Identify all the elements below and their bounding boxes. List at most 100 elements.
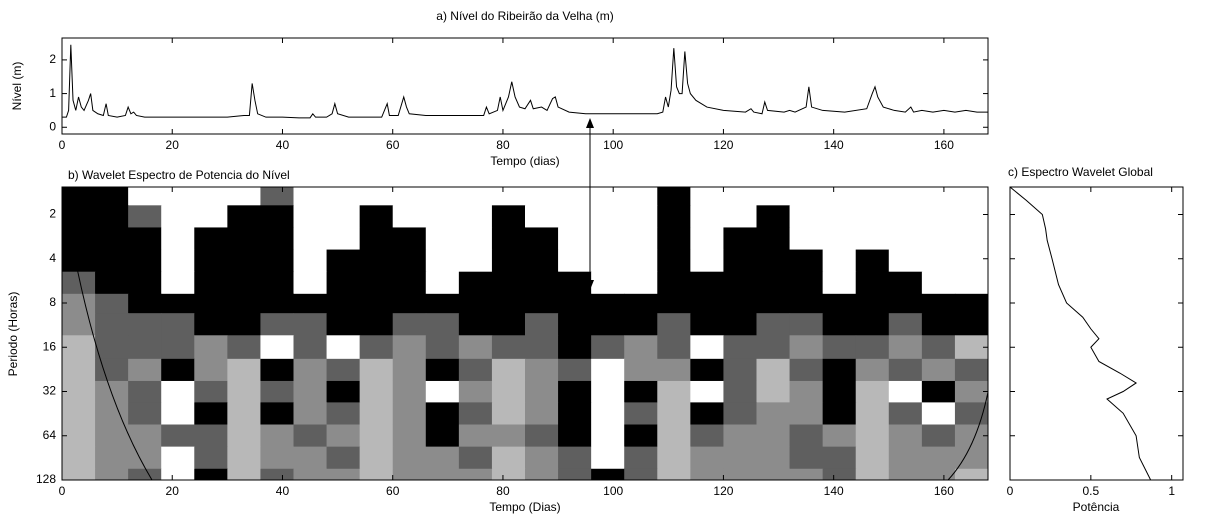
heat-cell — [458, 249, 493, 273]
heat-cell — [458, 335, 493, 360]
heat-cell — [591, 187, 625, 206]
heat-cell — [525, 187, 559, 206]
y-tick-label: 2 — [49, 207, 56, 221]
heat-cell — [855, 271, 890, 295]
heat-cell — [921, 187, 956, 206]
heat-cell — [591, 293, 625, 314]
heat-cell — [591, 335, 625, 360]
heat-cell — [425, 402, 460, 426]
heat-cell — [888, 446, 923, 470]
heat-cell — [954, 227, 989, 251]
heat-cell — [227, 271, 261, 295]
heat-cell — [95, 271, 129, 295]
heat-cell — [624, 424, 658, 448]
heat-cell — [690, 424, 724, 448]
heat-cell — [558, 227, 592, 251]
heat-cell — [822, 271, 857, 295]
heat-cell — [260, 205, 294, 228]
heat-cell — [161, 313, 195, 336]
heat-cell — [392, 293, 427, 314]
heat-cell — [293, 446, 328, 470]
heat-cell — [855, 446, 890, 470]
heat-cell — [855, 380, 890, 403]
heat-cell — [789, 227, 824, 251]
x-tick-label: 0 — [1007, 484, 1014, 498]
heat-cell — [855, 187, 890, 206]
line — [62, 44, 988, 119]
chart-title: c) Espectro Wavelet Global — [1008, 165, 1153, 179]
heat-cell — [425, 424, 460, 448]
heat-cell — [888, 335, 923, 360]
heat-cell — [789, 446, 824, 470]
x-tick-label: 100 — [603, 484, 623, 498]
heat-cell — [161, 358, 195, 382]
heat-cell — [326, 424, 361, 448]
heat-cell — [855, 249, 890, 273]
heat-cell — [359, 402, 394, 426]
heat-cell — [888, 380, 923, 403]
x-tick-label: 140 — [824, 138, 844, 152]
heat-cell — [359, 187, 394, 206]
heat-cell — [491, 249, 526, 273]
heat-cell — [491, 335, 526, 360]
heat-cell — [359, 380, 394, 403]
heat-cell — [260, 249, 294, 273]
heat-cell — [359, 446, 394, 470]
heat-cell — [921, 468, 956, 481]
heat-cell — [888, 271, 923, 295]
heat-cell — [591, 446, 625, 470]
heat-cell — [789, 293, 824, 314]
x-tick-label: 40 — [276, 484, 290, 498]
heat-cell — [723, 313, 757, 336]
heat-cell — [326, 249, 361, 273]
heat-cell — [227, 249, 261, 273]
heat-cell — [425, 380, 460, 403]
x-tick-label: 120 — [713, 484, 733, 498]
x-tick-label: 0 — [59, 484, 66, 498]
heat-cell — [756, 205, 791, 228]
heat-cell — [690, 358, 724, 382]
heat-cell — [458, 424, 493, 448]
heat-cell — [657, 271, 691, 295]
heat-cell — [624, 205, 658, 228]
heat-cell — [392, 380, 427, 403]
heat-cell — [657, 402, 691, 426]
heat-cell — [62, 271, 96, 295]
heat-cell — [921, 446, 956, 470]
heat-cell — [161, 446, 195, 470]
heat-cell — [723, 271, 757, 295]
heat-cell — [95, 358, 129, 382]
heat-cell — [591, 313, 625, 336]
heat-cell — [954, 187, 989, 206]
heat-cell — [392, 358, 427, 382]
heat-cell — [954, 380, 989, 403]
heat-cell — [657, 313, 691, 336]
heat-cell — [161, 380, 195, 403]
heat-cell — [326, 187, 361, 206]
x-tick-label: 140 — [824, 484, 844, 498]
heat-cell — [558, 271, 592, 295]
heat-cell — [194, 293, 228, 314]
heat-cell — [359, 227, 394, 251]
heat-cell — [260, 271, 294, 295]
heat-cell — [95, 205, 129, 228]
x-tick-label: 60 — [386, 138, 400, 152]
heat-cell — [128, 271, 162, 295]
heat-cell — [657, 249, 691, 273]
heat-cell — [293, 249, 328, 273]
heat-cell — [491, 227, 526, 251]
heat-cell — [458, 468, 493, 481]
heat-cell — [425, 227, 460, 251]
heat-cell — [690, 402, 724, 426]
heat-cell — [624, 380, 658, 403]
heat-cell — [822, 402, 857, 426]
x-axis-label: Tempo (dias) — [490, 154, 559, 168]
heat-cell — [194, 402, 228, 426]
heat-cell — [558, 358, 592, 382]
heat-cell — [425, 313, 460, 336]
heat-cell — [194, 424, 228, 448]
heat-cell — [822, 380, 857, 403]
heat-cell — [260, 358, 294, 382]
heat-cell — [525, 293, 559, 314]
heat-cell — [194, 313, 228, 336]
